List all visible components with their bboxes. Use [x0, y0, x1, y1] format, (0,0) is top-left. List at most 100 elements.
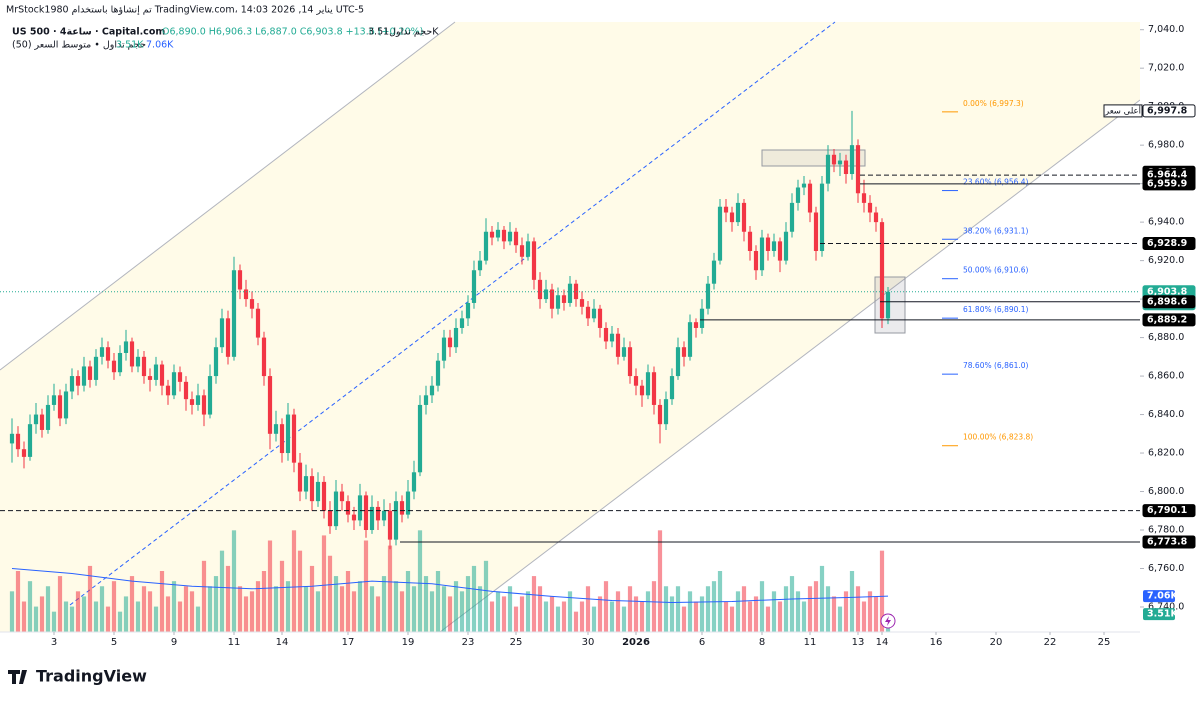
volume-bar	[279, 560, 285, 632]
fib-label: 0.00% (6,997.3)	[963, 99, 1024, 108]
volume-bar	[465, 576, 471, 632]
candle-body	[81, 366, 87, 386]
volume-bar	[663, 586, 669, 632]
x-tick-label: 11	[804, 637, 817, 648]
channel-lower	[439, 99, 1141, 633]
candle-body	[861, 193, 867, 203]
x-tick-label: 13	[852, 637, 865, 648]
candle-body	[531, 241, 537, 280]
fib-label: 61.80% (6,890.1)	[963, 305, 1029, 314]
candle-body	[765, 237, 771, 251]
candle-body	[513, 231, 519, 246]
volume-bar	[189, 591, 195, 632]
candle-body	[135, 356, 141, 367]
volume-bar	[459, 591, 465, 632]
candle-body	[537, 279, 543, 300]
candle-body	[405, 491, 411, 515]
volume-ma	[11, 567, 889, 604]
volume-bar	[273, 586, 279, 632]
volume-bar	[831, 596, 837, 632]
price-tag-label: 6,790.1	[1147, 505, 1187, 516]
candle-body	[681, 347, 687, 357]
volume-bar	[501, 596, 507, 632]
candle-body	[843, 160, 849, 175]
volume-bar	[99, 586, 105, 632]
candle-body	[621, 347, 627, 357]
volume-bar	[231, 530, 237, 632]
candle-body	[345, 501, 351, 515]
volume-bar	[69, 606, 75, 632]
candle-body	[549, 289, 555, 309]
fib-label: 23.60% (6,956.4)	[963, 178, 1029, 187]
candle-body	[321, 481, 327, 511]
candle-body	[111, 360, 117, 373]
price-tag-label: 6,903.8	[1147, 286, 1188, 297]
volume-bar	[729, 606, 735, 632]
y-tick-label: 6,980.0	[1148, 140, 1184, 151]
candle-body	[783, 231, 789, 261]
candle-body	[57, 395, 63, 419]
y-tick-label: 6,860.0	[1148, 371, 1184, 382]
volume-bar	[549, 596, 555, 632]
plot: 0.00% (6,997.3) 23.60% (6,956.4) 38.20% (6…	[0, 99, 1140, 632]
volume-bar	[531, 576, 537, 632]
volume-bar	[123, 596, 129, 632]
x-tick-label: 17	[342, 637, 355, 648]
candle-body	[309, 476, 315, 502]
price-tag-label: 6,898.6	[1147, 296, 1188, 307]
volume-tag-label: 3.51K	[1147, 609, 1178, 620]
volume-bar	[315, 591, 321, 632]
volume-bar	[693, 601, 699, 632]
x-tick-label: 20	[990, 637, 1003, 648]
candle-body	[483, 231, 489, 261]
candle-body	[171, 372, 177, 396]
candle-body	[459, 318, 465, 328]
candle-body	[603, 327, 609, 342]
candle-body	[105, 347, 111, 361]
candle-body	[807, 183, 813, 213]
y-tick-label: 6,880.0	[1148, 332, 1184, 343]
candle-body	[93, 356, 99, 380]
volume-bar	[879, 550, 885, 632]
candle-body	[597, 308, 603, 328]
volume-bar	[435, 571, 441, 632]
volume-bar	[603, 581, 609, 632]
volume-bar	[249, 591, 255, 632]
volume-bar	[795, 591, 801, 632]
candle-body	[687, 322, 693, 357]
volume-bar	[321, 535, 327, 632]
volume-bar	[219, 550, 225, 632]
alert-icon-bolt	[885, 616, 891, 626]
candle-body	[231, 270, 237, 357]
candle-body	[417, 404, 423, 473]
candle-body	[27, 424, 33, 457]
volume-bar	[195, 606, 201, 632]
volume-bar	[537, 586, 543, 632]
x-tick-label: 25	[510, 637, 523, 648]
volume-bar	[141, 586, 147, 632]
candle-body	[801, 183, 807, 188]
volume-bar	[369, 586, 375, 632]
volume-bar	[801, 601, 807, 632]
volume-bar	[261, 571, 267, 632]
price-tag-label: 6,889.2	[1147, 314, 1187, 325]
candle-body	[51, 395, 57, 405]
volume-bar	[93, 601, 99, 632]
candle-body	[351, 514, 357, 521]
volume-bar	[33, 606, 39, 632]
volume-bar	[213, 576, 219, 632]
volume-bar	[669, 596, 675, 632]
brand-logo	[8, 670, 27, 684]
volume-label: حجم تداول3.51K	[368, 27, 439, 38]
volume-bar	[621, 606, 627, 632]
candle-body	[759, 237, 765, 271]
price-tag-label: 6,964.4	[1147, 170, 1188, 181]
price-tag	[1142, 177, 1196, 191]
candle-body	[339, 491, 345, 502]
volume-bar	[747, 601, 753, 632]
candle-body	[813, 212, 819, 251]
volume-bar	[687, 591, 693, 632]
candle-body	[555, 295, 561, 309]
candle-body	[153, 364, 159, 380]
candle-body	[771, 241, 777, 251]
